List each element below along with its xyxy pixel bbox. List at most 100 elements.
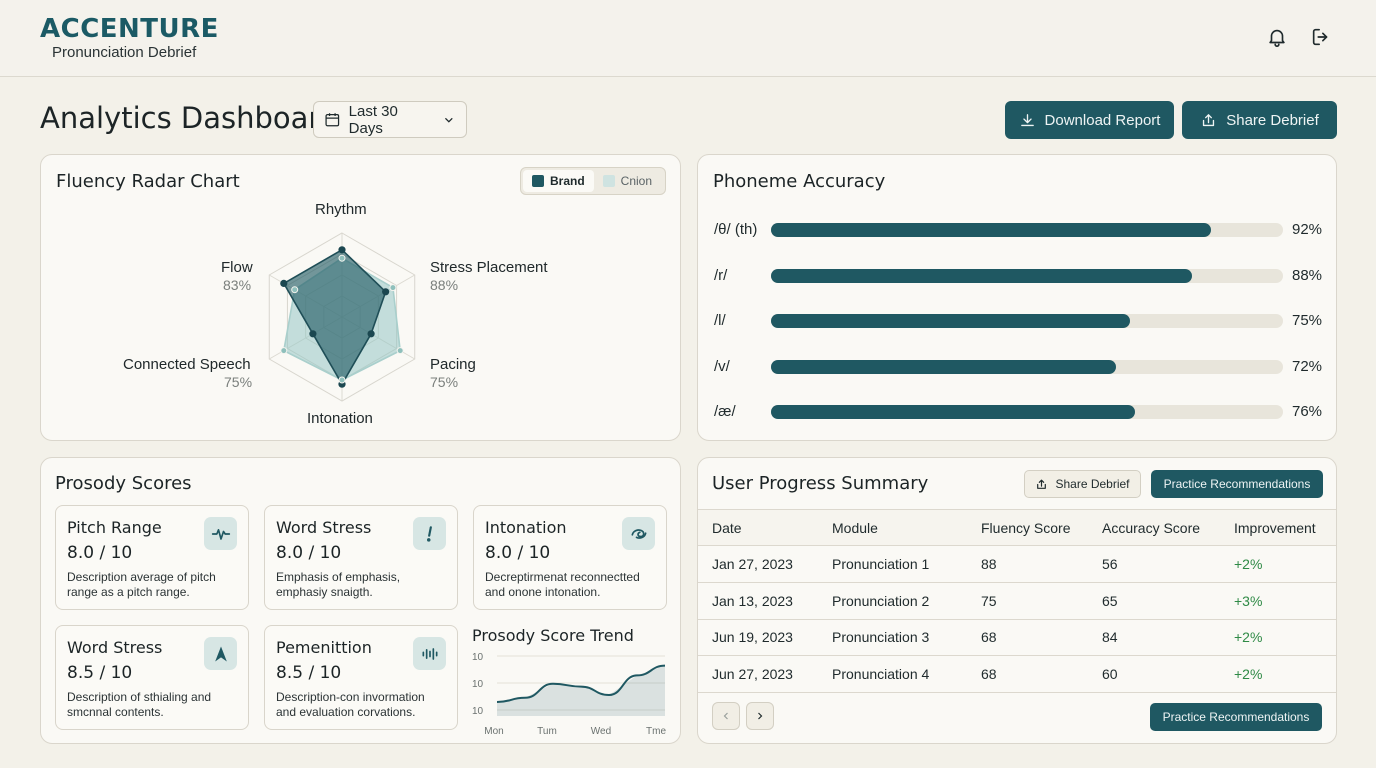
phoneme-bar-track: [771, 359, 1283, 374]
radar-axis-label: Stress Placement: [430, 259, 548, 276]
table-cell: +2%: [1234, 629, 1263, 645]
share-debrief-button[interactable]: Share Debrief: [1182, 101, 1337, 139]
prosody-card-description: Description average of pitch range as a …: [67, 570, 216, 599]
prosody-trend-title: Prosody Score Trend: [472, 626, 634, 645]
legend-brand[interactable]: Brand: [523, 170, 594, 192]
prosody-card-description: Description-con invormation and evaluati…: [276, 690, 425, 719]
download-report-label: Download Report: [1044, 111, 1161, 129]
phoneme-accuracy-card: Phoneme Accuracy /θ/ (th) 92% /r/88% /l/75%…: [697, 154, 1337, 441]
prosody-card-score: 8.5 / 10: [67, 663, 133, 683]
table-row[interactable]: Jun 27, 2023 Pronunciation 4 68 60 +2%: [698, 656, 1336, 693]
phoneme-bar-track: [771, 405, 1283, 419]
chevron-down-icon: [445, 117, 454, 123]
legend-brand-swatch: [532, 175, 544, 187]
trend-x-tick: Wed: [591, 726, 611, 737]
next-page-button[interactable]: [746, 702, 774, 730]
phoneme-percent: 75%: [1292, 312, 1323, 329]
prosody-card-pemenittion[interactable]: Pemenittion 8.5 / 10 Description-con inv…: [264, 625, 458, 730]
practice-recommendations-footer-button[interactable]: Practice Recommendations: [1150, 703, 1322, 731]
table-cell: Pronunciation 4: [832, 665, 930, 682]
radar-point-other: [338, 376, 346, 384]
prosody-card-word-stress[interactable]: Word Stress 8.0 / 10 Emphasis of emphasi…: [264, 505, 458, 610]
phoneme-bar-fill: [771, 314, 1131, 328]
practice-recommendations-footer-label: Practice Recommendations: [1162, 710, 1310, 724]
prosody-card-intonation[interactable]: Intonation 8.0 / 10 Decreptirmenat recon…: [473, 505, 667, 610]
download-report-button[interactable]: Download Report: [1005, 101, 1174, 139]
page-title: Analytics Dashboard: [40, 101, 339, 135]
radar-point-other: [338, 254, 346, 262]
column-header: Date: [712, 520, 742, 536]
share-debrief-small-button[interactable]: Share Debrief: [1024, 470, 1141, 498]
phoneme-percent: 72%: [1292, 357, 1323, 375]
phoneme-bar-fill: [771, 405, 1135, 419]
exclamation-icon: [413, 517, 446, 550]
table-cell: Pronunciation 3: [832, 629, 930, 645]
phoneme-bar-track: [771, 268, 1283, 283]
radar-legend-toggle: Brand Cnion: [520, 167, 666, 195]
table-row[interactable]: Jan 13, 2023 Pronunciation 2 75 65 +3%: [698, 583, 1336, 620]
calendar-icon: [325, 113, 340, 127]
chevron-left-icon: [723, 712, 728, 720]
arrow-peak-icon: [204, 637, 237, 670]
phoneme-card-title: Phoneme Accuracy: [713, 171, 886, 192]
chevron-right-icon: [758, 712, 763, 720]
trend-y-tick: 10: [472, 652, 484, 663]
table-cell: +2%: [1234, 665, 1263, 682]
phoneme-bar-fill: [771, 359, 1116, 374]
phoneme-label: /l/: [714, 312, 726, 329]
prosody-card-score: 8.0 / 10: [67, 543, 133, 563]
prosody-card-pitch-range[interactable]: Pitch Range 8.0 / 10 Description average…: [55, 505, 249, 610]
radar-point-other: [389, 284, 397, 292]
progress-card-title: User Progress Summary: [712, 473, 929, 494]
prosody-scores-card: Prosody Scores Pitch Range 8.0 / 10 Desc…: [40, 457, 681, 744]
radar-point: [338, 246, 346, 254]
table-row[interactable]: Jan 27, 2023 Pronunciation 1 88 56 +2%: [698, 546, 1336, 583]
radar-point-other: [396, 347, 404, 355]
radar-point: [382, 288, 390, 296]
phoneme-percent: 88%: [1292, 266, 1323, 284]
phoneme-bar-track: [771, 223, 1283, 237]
prosody-card-title: Prosody Scores: [55, 473, 192, 494]
table-cell: 68: [981, 629, 997, 645]
practice-recommendations-button[interactable]: Practice Recommendations: [1151, 470, 1323, 498]
brand-logo: ACCENTURE: [40, 14, 219, 44]
column-header: Accuracy Score: [1102, 520, 1201, 536]
table-cell: 60: [1102, 665, 1118, 682]
trend-x-tick: Tum: [537, 726, 557, 737]
table-header: Date Module Fluency Score Accuracy Score…: [698, 509, 1336, 546]
legend-other[interactable]: Cnion: [594, 170, 661, 192]
radar-axis-label: Rhythm: [315, 201, 367, 218]
prosody-card-word-stress-2[interactable]: Word Stress 8.5 / 10 Description of sthi…: [55, 625, 249, 730]
bell-icon[interactable]: [1264, 24, 1290, 50]
phoneme-percent: 92%: [1292, 221, 1323, 238]
phoneme-bar-fill: [771, 223, 1212, 237]
phoneme-bar-fill: [771, 268, 1193, 283]
swirl-icon: [622, 517, 655, 550]
date-range-select[interactable]: Last 30 Days: [313, 101, 467, 138]
radar-axis-value: 75%: [430, 374, 459, 390]
prosody-card-description: Emphasis of emphasis, emphasiy snaigth.: [276, 570, 401, 599]
table-cell: +2%: [1234, 556, 1263, 572]
radar-point: [367, 330, 375, 338]
prosody-card-score: 8.0 / 10: [485, 543, 551, 563]
trend-y-tick: 10: [472, 706, 484, 717]
prev-page-button[interactable]: [712, 702, 740, 730]
radar-axis-label: Connected Speech: [123, 356, 251, 373]
radar-axis-label: Flow: [221, 259, 253, 276]
table-cell: Pronunciation 2: [832, 592, 930, 609]
table-cell: 68: [981, 665, 997, 682]
logout-icon[interactable]: [1308, 24, 1334, 50]
share-debrief-label: Share Debrief: [1226, 111, 1319, 129]
table-cell: Jun 19, 2023: [712, 629, 793, 645]
phoneme-label: /æ/: [714, 403, 736, 420]
table-cell: 88: [981, 556, 997, 572]
phoneme-label: /r/: [714, 266, 728, 284]
prosody-card-title: Word Stress: [276, 518, 372, 537]
legend-other-swatch: [602, 175, 615, 187]
radar-point: [309, 330, 317, 338]
practice-recommendations-label: Practice Recommendations: [1163, 477, 1311, 491]
user-progress-card: User Progress Summary Share Debrief Prac…: [697, 457, 1337, 744]
trend-area: [497, 665, 665, 716]
table-row[interactable]: Jun 19, 2023 Pronunciation 3 68 84 +2%: [698, 619, 1336, 656]
